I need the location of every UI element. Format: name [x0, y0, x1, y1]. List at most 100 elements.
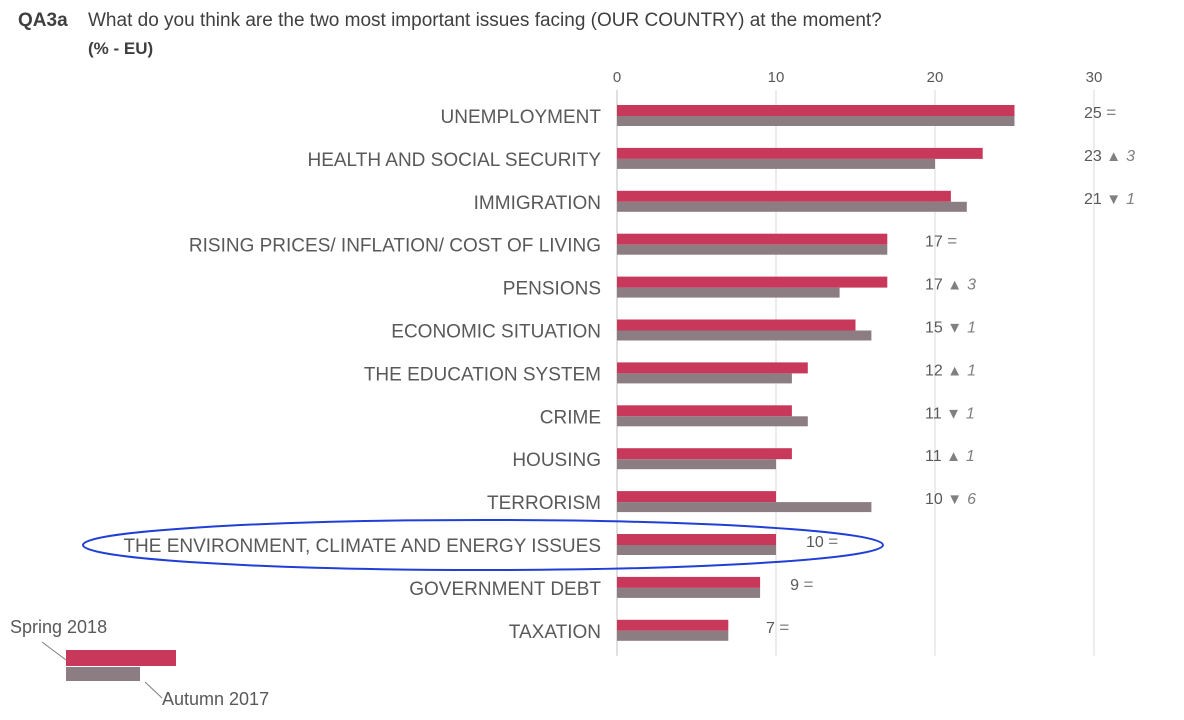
value-label: 10 =: [806, 532, 838, 551]
bar-autumn-2017: [617, 287, 840, 298]
bar-autumn-2017: [617, 587, 761, 598]
change-value: 3: [967, 277, 976, 294]
bar-autumn-2017: [617, 416, 808, 427]
increase-arrow-icon: ▲: [947, 277, 962, 294]
category-label: ECONOMIC SITUATION: [391, 322, 601, 343]
equal-sign: =: [1106, 103, 1116, 122]
highlight-ellipse: [82, 519, 884, 571]
value-label: 10 ▼ 6: [925, 491, 976, 508]
category-label: IMMIGRATION: [474, 193, 601, 214]
legend-label-autumn-2017: Autumn 2017: [162, 689, 269, 709]
category-label: TERRORISM: [487, 493, 601, 514]
value-label: 15 ▼ 1: [925, 320, 976, 337]
value-number: 9: [790, 577, 803, 594]
legend: Spring 2018 Autumn 2017: [10, 617, 269, 709]
value-label: 21 ▼ 1: [1084, 191, 1135, 208]
equal-sign: =: [803, 575, 813, 594]
category-label: HEALTH AND SOCIAL SECURITY: [307, 150, 601, 171]
bar-spring-2018: [617, 619, 729, 631]
bar-autumn-2017: [617, 201, 967, 212]
increase-arrow-icon: ▲: [946, 448, 961, 465]
change-value: 1: [967, 362, 976, 379]
value-label: 23 ▲ 3: [1084, 148, 1135, 165]
category-label: TAXATION: [509, 622, 601, 643]
value-label: 12 ▲ 1: [925, 362, 976, 379]
change-value: 1: [1126, 191, 1135, 208]
bar-autumn-2017: [617, 373, 792, 384]
bar-spring-2018: [617, 362, 808, 374]
bar-autumn-2017: [617, 459, 776, 470]
value-label: 17 =: [925, 232, 957, 251]
value-number: 15: [925, 320, 947, 337]
chart-subtitle: (% - EU): [88, 39, 154, 58]
category-label: HOUSING: [512, 450, 601, 471]
value-number: 17: [925, 277, 947, 294]
tick-label: 0: [613, 69, 621, 86]
value-label: 9 =: [790, 575, 813, 594]
bar-autumn-2017: [617, 116, 1015, 126]
bar-spring-2018: [617, 448, 792, 460]
legend-leader-line: [41, 641, 67, 661]
value-number: 12: [925, 362, 947, 379]
bar-spring-2018: [617, 190, 951, 202]
question-text: What do you think are the two most impor…: [88, 10, 882, 31]
bar-spring-2018: [617, 276, 888, 288]
category-label: THE ENVIRONMENT, CLIMATE AND ENERGY ISSU…: [123, 536, 601, 557]
category-label: PENSIONS: [503, 279, 601, 300]
bar-spring-2018: [617, 491, 776, 503]
bar-spring-2018: [617, 319, 856, 331]
value-number: 10: [925, 491, 947, 508]
category-labels: UNEMPLOYMENT HEALTH AND SOCIAL SECURITY IM…: [123, 107, 601, 643]
tick-label: 10: [768, 69, 785, 86]
value-label: 7 =: [766, 618, 789, 637]
bar-autumn-2017: [617, 630, 729, 641]
highlight-layer: [82, 519, 884, 571]
value-number: 23: [1084, 148, 1106, 165]
equal-sign: =: [779, 618, 789, 637]
value-number: 11: [925, 448, 946, 465]
legend-label-spring-2018: Spring 2018: [10, 617, 107, 637]
question-code: QA3a: [18, 10, 68, 31]
value-number: 17: [925, 234, 947, 251]
value-label: 17 ▲ 3: [925, 277, 976, 294]
bar-autumn-2017: [617, 330, 872, 341]
tick-label: 30: [1086, 69, 1103, 86]
category-label: RISING PRICES/ INFLATION/ COST OF LIVING: [189, 236, 601, 257]
category-label: CRIME: [540, 407, 601, 428]
bar-spring-2018: [617, 576, 761, 588]
bar-autumn-2017: [617, 244, 888, 255]
value-label: 25 =: [1084, 103, 1116, 122]
value-number: 21: [1084, 191, 1106, 208]
legend-swatch-autumn-2017: [66, 667, 140, 681]
x-axis-ticks: 0 10 20 30: [613, 69, 1103, 86]
change-value: 6: [967, 491, 976, 508]
legend-swatch-spring-2018: [66, 650, 176, 666]
increase-arrow-icon: ▲: [1106, 148, 1121, 165]
decrease-arrow-icon: ▼: [947, 320, 962, 337]
bar-spring-2018: [617, 534, 776, 545]
bar-spring-2018: [617, 405, 792, 417]
bar-spring-2018: [617, 147, 983, 159]
tick-label: 20: [927, 69, 944, 86]
change-value: 1: [967, 320, 976, 337]
change-value: 3: [1126, 148, 1135, 165]
value-number: 10: [806, 534, 828, 551]
bars: [617, 105, 1015, 641]
bar-autumn-2017: [617, 545, 776, 555]
bar-spring-2018: [617, 233, 888, 245]
equal-sign: =: [828, 532, 838, 551]
bar-autumn-2017: [617, 158, 935, 169]
value-label: 11 ▲ 1: [925, 448, 975, 465]
bar-autumn-2017: [617, 502, 872, 513]
value-number: 7: [766, 620, 779, 637]
decrease-arrow-icon: ▼: [946, 405, 961, 422]
category-label: THE EDUCATION SYSTEM: [364, 364, 601, 385]
change-value: 1: [966, 405, 975, 422]
decrease-arrow-icon: ▼: [947, 491, 962, 508]
decrease-arrow-icon: ▼: [1106, 191, 1121, 208]
equal-sign: =: [947, 232, 957, 251]
category-label: UNEMPLOYMENT: [441, 107, 602, 128]
legend-leader-line: [144, 681, 163, 699]
value-label: 11 ▼ 1: [925, 405, 975, 422]
